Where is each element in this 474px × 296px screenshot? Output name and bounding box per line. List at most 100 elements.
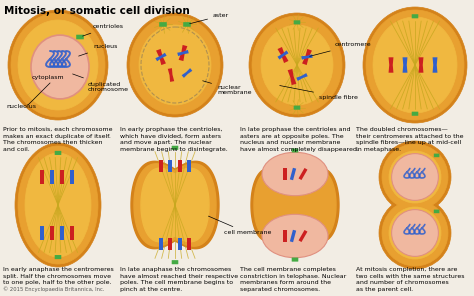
Polygon shape <box>296 73 308 81</box>
Polygon shape <box>290 168 296 180</box>
Text: nuclear
membrane: nuclear membrane <box>203 81 252 95</box>
Text: Prior to mitosis, each chromosome
makes an exact duplicate of itself.
The chromo: Prior to mitosis, each chromosome makes … <box>3 127 112 152</box>
FancyBboxPatch shape <box>294 20 301 24</box>
Polygon shape <box>433 57 438 73</box>
Polygon shape <box>159 160 163 172</box>
Ellipse shape <box>15 143 101 267</box>
Polygon shape <box>177 50 189 56</box>
Ellipse shape <box>25 153 91 257</box>
Polygon shape <box>254 170 336 239</box>
Ellipse shape <box>366 10 464 120</box>
Polygon shape <box>402 57 408 73</box>
Ellipse shape <box>389 207 441 259</box>
Polygon shape <box>187 160 191 172</box>
Ellipse shape <box>392 210 438 256</box>
Polygon shape <box>302 49 312 65</box>
Polygon shape <box>389 57 393 73</box>
FancyBboxPatch shape <box>55 151 61 155</box>
Polygon shape <box>251 168 339 242</box>
Text: centromere: centromere <box>310 43 372 56</box>
Text: © 2015 Encyclopaedia Britannica, Inc.: © 2015 Encyclopaedia Britannica, Inc. <box>3 286 104 292</box>
Ellipse shape <box>139 25 211 105</box>
Ellipse shape <box>379 141 451 213</box>
Polygon shape <box>155 53 167 61</box>
Polygon shape <box>141 168 209 242</box>
Polygon shape <box>50 170 54 184</box>
Polygon shape <box>50 226 54 240</box>
Polygon shape <box>283 230 287 242</box>
FancyBboxPatch shape <box>412 14 418 18</box>
FancyBboxPatch shape <box>172 260 178 264</box>
FancyBboxPatch shape <box>76 35 84 39</box>
Polygon shape <box>60 170 64 184</box>
Ellipse shape <box>382 200 448 266</box>
Ellipse shape <box>127 13 223 117</box>
Polygon shape <box>131 161 219 249</box>
Text: The doubled chromosomes—
their centromeres attached to the
spindle fibres—line u: The doubled chromosomes— their centromer… <box>356 127 464 152</box>
FancyBboxPatch shape <box>172 146 178 150</box>
FancyBboxPatch shape <box>412 112 418 116</box>
FancyBboxPatch shape <box>55 255 61 259</box>
Polygon shape <box>277 50 289 59</box>
Polygon shape <box>288 69 296 85</box>
Text: In late anaphase the chromosomes
have almost reached their respective
poles. The: In late anaphase the chromosomes have al… <box>120 267 238 292</box>
Ellipse shape <box>392 154 438 200</box>
Ellipse shape <box>130 16 220 114</box>
Ellipse shape <box>382 144 448 210</box>
Polygon shape <box>179 45 187 61</box>
Polygon shape <box>168 160 172 172</box>
Text: centrioles: centrioles <box>82 25 124 36</box>
Polygon shape <box>156 49 166 65</box>
Polygon shape <box>134 164 216 246</box>
Polygon shape <box>159 238 163 250</box>
Ellipse shape <box>249 13 345 117</box>
Polygon shape <box>40 170 44 184</box>
Polygon shape <box>283 168 287 180</box>
Polygon shape <box>178 160 182 172</box>
Polygon shape <box>299 230 308 242</box>
FancyBboxPatch shape <box>292 148 298 152</box>
Ellipse shape <box>31 35 89 99</box>
Text: The cell membrane completes
constriction in telophase. Nuclear
membranes form ar: The cell membrane completes constriction… <box>240 267 346 292</box>
FancyBboxPatch shape <box>434 154 439 157</box>
Polygon shape <box>40 226 44 240</box>
FancyBboxPatch shape <box>294 106 301 110</box>
Text: At mitosis completion, there are
two cells with the same structures
and number o: At mitosis completion, there are two cel… <box>356 267 465 292</box>
Polygon shape <box>168 238 172 250</box>
Text: cell membrane: cell membrane <box>209 216 272 236</box>
Ellipse shape <box>363 7 467 123</box>
Polygon shape <box>182 68 192 78</box>
Ellipse shape <box>389 151 441 203</box>
Ellipse shape <box>18 20 98 110</box>
Ellipse shape <box>261 25 333 105</box>
Ellipse shape <box>252 16 342 114</box>
Ellipse shape <box>18 146 98 264</box>
Polygon shape <box>187 238 191 250</box>
Polygon shape <box>168 68 174 82</box>
Ellipse shape <box>11 13 105 117</box>
Ellipse shape <box>262 214 328 258</box>
Text: spindle fibre: spindle fibre <box>280 86 358 99</box>
Polygon shape <box>70 170 74 184</box>
Ellipse shape <box>262 152 328 196</box>
Polygon shape <box>178 238 182 250</box>
Polygon shape <box>60 226 64 240</box>
Ellipse shape <box>8 10 108 120</box>
Polygon shape <box>290 230 296 242</box>
Text: nucleus: nucleus <box>79 44 118 56</box>
Text: Mitosis, or somatic cell division: Mitosis, or somatic cell division <box>4 6 190 16</box>
FancyBboxPatch shape <box>159 22 167 27</box>
Text: In early anaphase the centromeres
split. Half the chromosomes move
to one pole, : In early anaphase the centromeres split.… <box>3 267 114 285</box>
Polygon shape <box>70 226 74 240</box>
Text: cytoplasm: cytoplasm <box>32 75 64 80</box>
FancyBboxPatch shape <box>434 210 439 213</box>
Text: duplicated
chromosome: duplicated chromosome <box>73 74 129 92</box>
Text: In early prophase the centrioles,
which have divided, form asters
and move apart: In early prophase the centrioles, which … <box>120 127 228 152</box>
Ellipse shape <box>373 17 457 113</box>
Polygon shape <box>277 47 289 63</box>
Ellipse shape <box>379 197 451 269</box>
FancyBboxPatch shape <box>183 22 191 27</box>
Polygon shape <box>301 54 313 60</box>
Text: nucleolus: nucleolus <box>6 104 36 110</box>
Polygon shape <box>299 168 308 180</box>
